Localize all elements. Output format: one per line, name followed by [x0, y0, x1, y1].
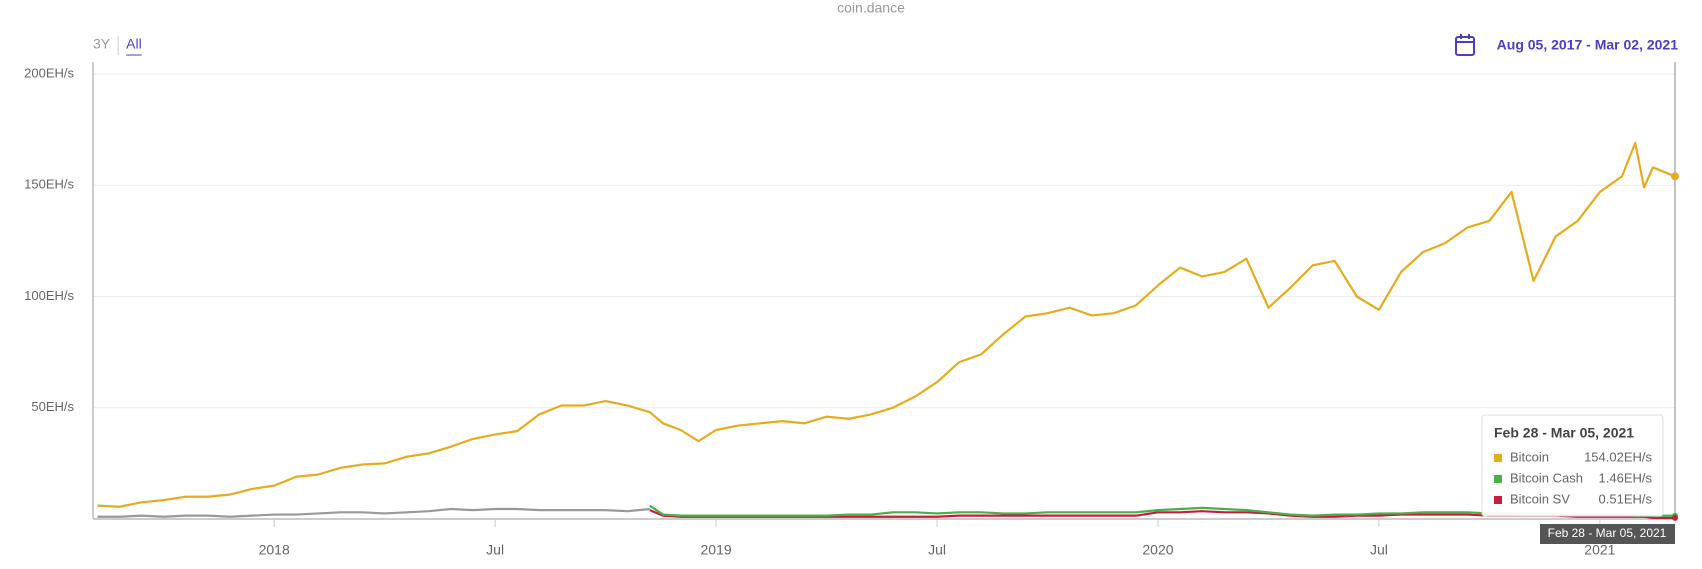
- crosshair-label: Feb 28 - Mar 05, 2021: [1548, 526, 1667, 540]
- x-tick-label: 2019: [701, 542, 732, 558]
- credit: coin.dance: [837, 0, 905, 16]
- x-tick-label: Jul: [928, 542, 946, 558]
- x-tick-label: 2018: [259, 542, 290, 558]
- tooltip-marker: [1494, 496, 1502, 504]
- x-tick-label: 2020: [1142, 542, 1173, 558]
- tooltip-value: 0.51EH/s: [1599, 491, 1653, 506]
- date-range-label: Aug 05, 2017 - Mar 02, 2021: [1497, 37, 1679, 53]
- tooltip-series-name: Bitcoin SV: [1510, 491, 1570, 506]
- y-tick-label: 50EH/s: [31, 399, 74, 414]
- tooltip-series-name: Bitcoin Cash: [1510, 470, 1583, 485]
- y-tick-label: 200EH/s: [24, 65, 74, 80]
- tooltip-value: 1.46EH/s: [1599, 470, 1653, 485]
- tooltip-box: [1481, 414, 1664, 517]
- end-point: [1671, 172, 1679, 181]
- series-line: [97, 507, 650, 518]
- range-button[interactable]: 3Y: [93, 36, 111, 52]
- y-tick-label: 100EH/s: [24, 288, 74, 303]
- tooltip-series-name: Bitcoin: [1510, 449, 1549, 464]
- crosshair-label-box: [1540, 524, 1675, 544]
- series-line: [97, 141, 1676, 508]
- tooltip-marker: [1494, 454, 1502, 462]
- x-tick-label: 2021: [1584, 542, 1615, 558]
- tooltip-marker: [1494, 475, 1502, 483]
- date-range[interactable]: Aug 05, 2017 - Mar 02, 2021: [1455, 34, 1679, 56]
- x-tick-label: Jul: [1370, 542, 1388, 558]
- calendar-icon: [1455, 36, 1475, 56]
- x-tick-label: Jul: [486, 542, 504, 558]
- y-tick-label: 150EH/s: [24, 177, 74, 192]
- end-point: [1672, 514, 1678, 521]
- tooltip-value: 154.02EH/s: [1584, 449, 1652, 464]
- range-button[interactable]: All: [126, 36, 142, 52]
- tooltip-title: Feb 28 - Mar 05, 2021: [1494, 425, 1634, 441]
